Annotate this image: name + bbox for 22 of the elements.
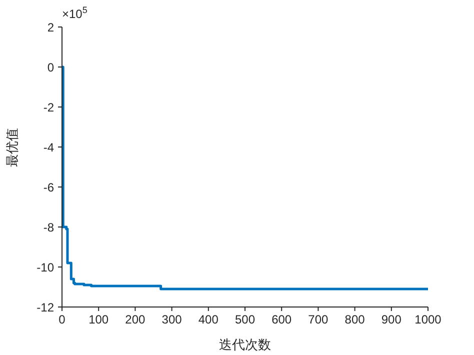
y-tick-label: -4 [43, 140, 54, 154]
y-tick-label: -10 [36, 260, 54, 274]
x-tick-label: 200 [125, 312, 146, 327]
x-tick-label: 1000 [414, 312, 442, 327]
x-tick-label: 400 [198, 312, 219, 327]
x-axis-title: 迭代次数 [219, 337, 271, 352]
y-tick-label: 2 [47, 20, 54, 34]
x-tick-label: 700 [308, 312, 329, 327]
x-tick-label: 800 [344, 312, 366, 327]
text: ×10$^{5}$ [62, 5, 88, 21]
y-tick-label: -2 [43, 100, 54, 114]
y-tick-label: -6 [43, 180, 54, 194]
x-tick-label: 100 [88, 312, 109, 327]
y-tick-label: -12 [36, 300, 54, 314]
x-tick-label: 300 [162, 312, 182, 327]
y-axis-title: 最优值 [4, 128, 20, 167]
x-tick-label: 0 [58, 312, 66, 327]
x-tick-label: 500 [234, 312, 256, 327]
y-tick-label: -8 [43, 220, 54, 234]
x-tick-label: 900 [381, 312, 402, 327]
x-tick-label: 600 [272, 312, 292, 327]
y-tick-label: 0 [47, 60, 54, 74]
